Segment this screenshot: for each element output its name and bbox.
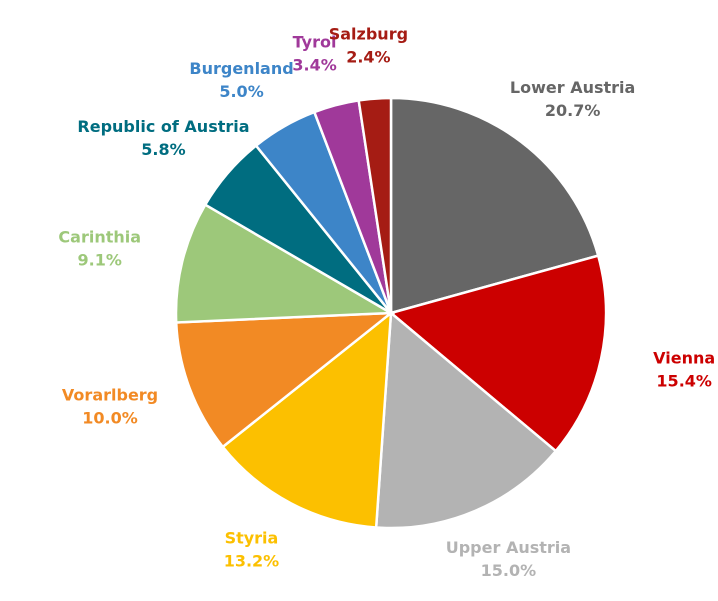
pie-slice (221, 310, 393, 529)
pie-slice (174, 311, 395, 449)
slice-value-label: 9.1% (78, 250, 122, 269)
pie-slice (388, 254, 608, 453)
pie-slice (357, 96, 393, 314)
slice-label: Republic of Austria (77, 117, 249, 136)
slice-value-label: 5.8% (141, 140, 185, 159)
slice-value-label: 10.0% (82, 408, 138, 427)
pie-slice (389, 96, 600, 315)
slice-value-label: 13.2% (224, 552, 280, 571)
slice-label: Vorarlberg (62, 385, 158, 404)
pie-slice (174, 203, 396, 324)
slice-label: Upper Austria (446, 538, 571, 557)
slice-label: Lower Austria (510, 78, 635, 97)
slice-label: Styria (225, 529, 279, 548)
slice-value-label: 20.7% (545, 101, 601, 120)
slice-value-label: 5.0% (219, 82, 263, 101)
slice-value-label: 15.0% (481, 561, 537, 580)
slice-value-label: 3.4% (292, 55, 336, 74)
slice-label: Salzburg (329, 24, 408, 43)
slice-label: Burgenland (189, 59, 293, 78)
slice-value-label: 15.4% (656, 371, 712, 390)
slice-label: Tyrol (293, 32, 337, 51)
slice-label: Carinthia (58, 227, 141, 246)
pie-slice (374, 310, 558, 530)
slice-value-label: 2.4% (346, 47, 390, 66)
slice-label: Vienna (653, 348, 715, 367)
